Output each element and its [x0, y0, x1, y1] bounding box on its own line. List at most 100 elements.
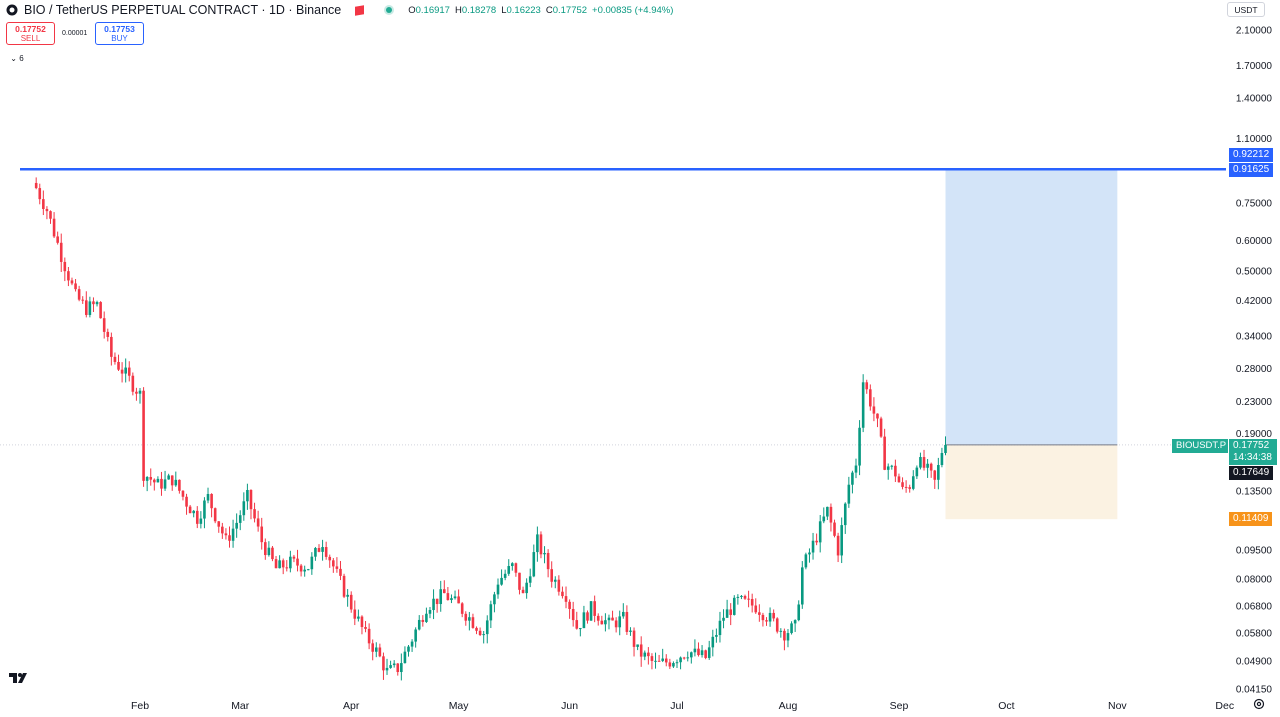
candle-body [163, 479, 167, 489]
candle-body [933, 470, 937, 480]
candle-body [120, 369, 124, 374]
candle-body [725, 609, 729, 618]
candle-body [267, 547, 271, 556]
candle-body [217, 521, 221, 527]
indicators-toggle-button[interactable]: ⌄ 6 [5, 52, 29, 66]
candle-body [321, 547, 324, 552]
candle-body [38, 188, 42, 200]
candle-body [740, 595, 743, 597]
candle-body [102, 318, 106, 332]
candle-body [278, 560, 281, 569]
price-axis-label: 0.34000 [1236, 331, 1273, 342]
price-axis-label: 0.19000 [1236, 429, 1273, 440]
symbol-title[interactable]: BIO / TetherUS PERPETUAL CONTRACT · 1D ·… [24, 3, 342, 17]
time-axis-label: Dec [1215, 700, 1234, 712]
market-status-icon[interactable] [386, 7, 393, 13]
price-axis[interactable]: 2.10000 1.70000 1.40000 1.10000 0.75000 0.600… [1236, 26, 1273, 696]
price-axis-label: 0.28000 [1236, 364, 1273, 375]
loss-zone[interactable] [945, 444, 1118, 520]
flag-icon[interactable] [355, 4, 365, 16]
time-axis-label: Jul [670, 700, 683, 712]
candle-body [618, 616, 622, 628]
candle-body [811, 540, 815, 553]
candle-body [711, 636, 715, 648]
candle-body [922, 457, 926, 468]
profit-zone[interactable] [945, 168, 1118, 445]
stop-price-tag: 0.11409 [1229, 512, 1273, 526]
price-axis-label: 0.04900 [1236, 657, 1273, 668]
candle-body [836, 535, 840, 556]
candle-body [790, 623, 793, 634]
candle-body [192, 510, 195, 514]
price-axis-label: 0.06800 [1236, 602, 1273, 613]
candle-body [579, 628, 582, 630]
candle-body [306, 569, 310, 571]
candle-body [199, 518, 203, 524]
candle-body [99, 302, 102, 319]
candle-body [485, 620, 489, 635]
candle-body [167, 475, 170, 480]
candle-body [543, 552, 546, 555]
price-axis-label: 0.09500 [1236, 545, 1273, 556]
candle-body [729, 609, 732, 615]
candle-body [883, 436, 886, 470]
candle-body [432, 598, 435, 611]
candle-body [289, 556, 292, 569]
candle-body [858, 427, 861, 466]
candle-body [149, 476, 153, 480]
candle-body [310, 556, 314, 570]
candle-body [195, 510, 199, 524]
candle-body [869, 389, 872, 407]
candle-body [528, 576, 532, 583]
candle-body [672, 663, 675, 667]
candle-body [908, 487, 911, 489]
time-axis-label: Aug [779, 700, 798, 712]
candle-body [85, 300, 88, 315]
candle-body [221, 526, 224, 534]
candle-body [131, 375, 135, 392]
candle-body [865, 382, 869, 390]
price-axis-label: 0.23000 [1236, 397, 1273, 408]
candle-body [747, 598, 750, 600]
candle-body [56, 236, 59, 243]
candle-body [396, 663, 400, 673]
candle-body [546, 552, 550, 570]
sell-price: 0.17752 [15, 24, 46, 34]
candle-body [242, 501, 246, 516]
candle-body [793, 620, 797, 624]
candle-body [457, 596, 460, 604]
buy-button[interactable]: 0.17753 BUY [95, 22, 144, 45]
candle-body [503, 573, 507, 578]
candle-body [299, 565, 303, 572]
candle-body [636, 644, 639, 647]
candle-body [256, 518, 260, 527]
candle-body [693, 648, 697, 653]
candle-body [428, 610, 432, 614]
candle-body [253, 509, 256, 519]
candle-body [697, 648, 700, 656]
candle-body [142, 390, 145, 481]
candle-body [342, 575, 346, 597]
candle-body [174, 479, 178, 486]
time-axis[interactable]: Feb Mar Apr May Jun Jul Aug Sep Oct Nov Dec [131, 700, 1234, 712]
candle-body [561, 591, 564, 597]
tradingview-logo-icon[interactable] [8, 671, 32, 685]
candle-body [464, 613, 468, 621]
candle-body [919, 457, 922, 468]
candle-body [818, 521, 822, 543]
gear-icon[interactable] [1252, 697, 1266, 711]
hline-price-tag: 0.91625 [1229, 163, 1274, 177]
sell-button[interactable]: 0.17752 SELL [6, 22, 55, 45]
candle-body [514, 563, 518, 573]
currency-button[interactable]: USDT [1227, 2, 1265, 17]
candle-body [178, 479, 181, 491]
candle-body [231, 528, 235, 541]
candle-body [339, 568, 342, 576]
candle-body [854, 465, 858, 473]
candle-body [944, 444, 947, 454]
price-change: +0.00835 (+4.94%) [592, 4, 674, 16]
candle-body [249, 489, 253, 510]
candle-body [768, 612, 772, 622]
candle-body [81, 299, 85, 301]
